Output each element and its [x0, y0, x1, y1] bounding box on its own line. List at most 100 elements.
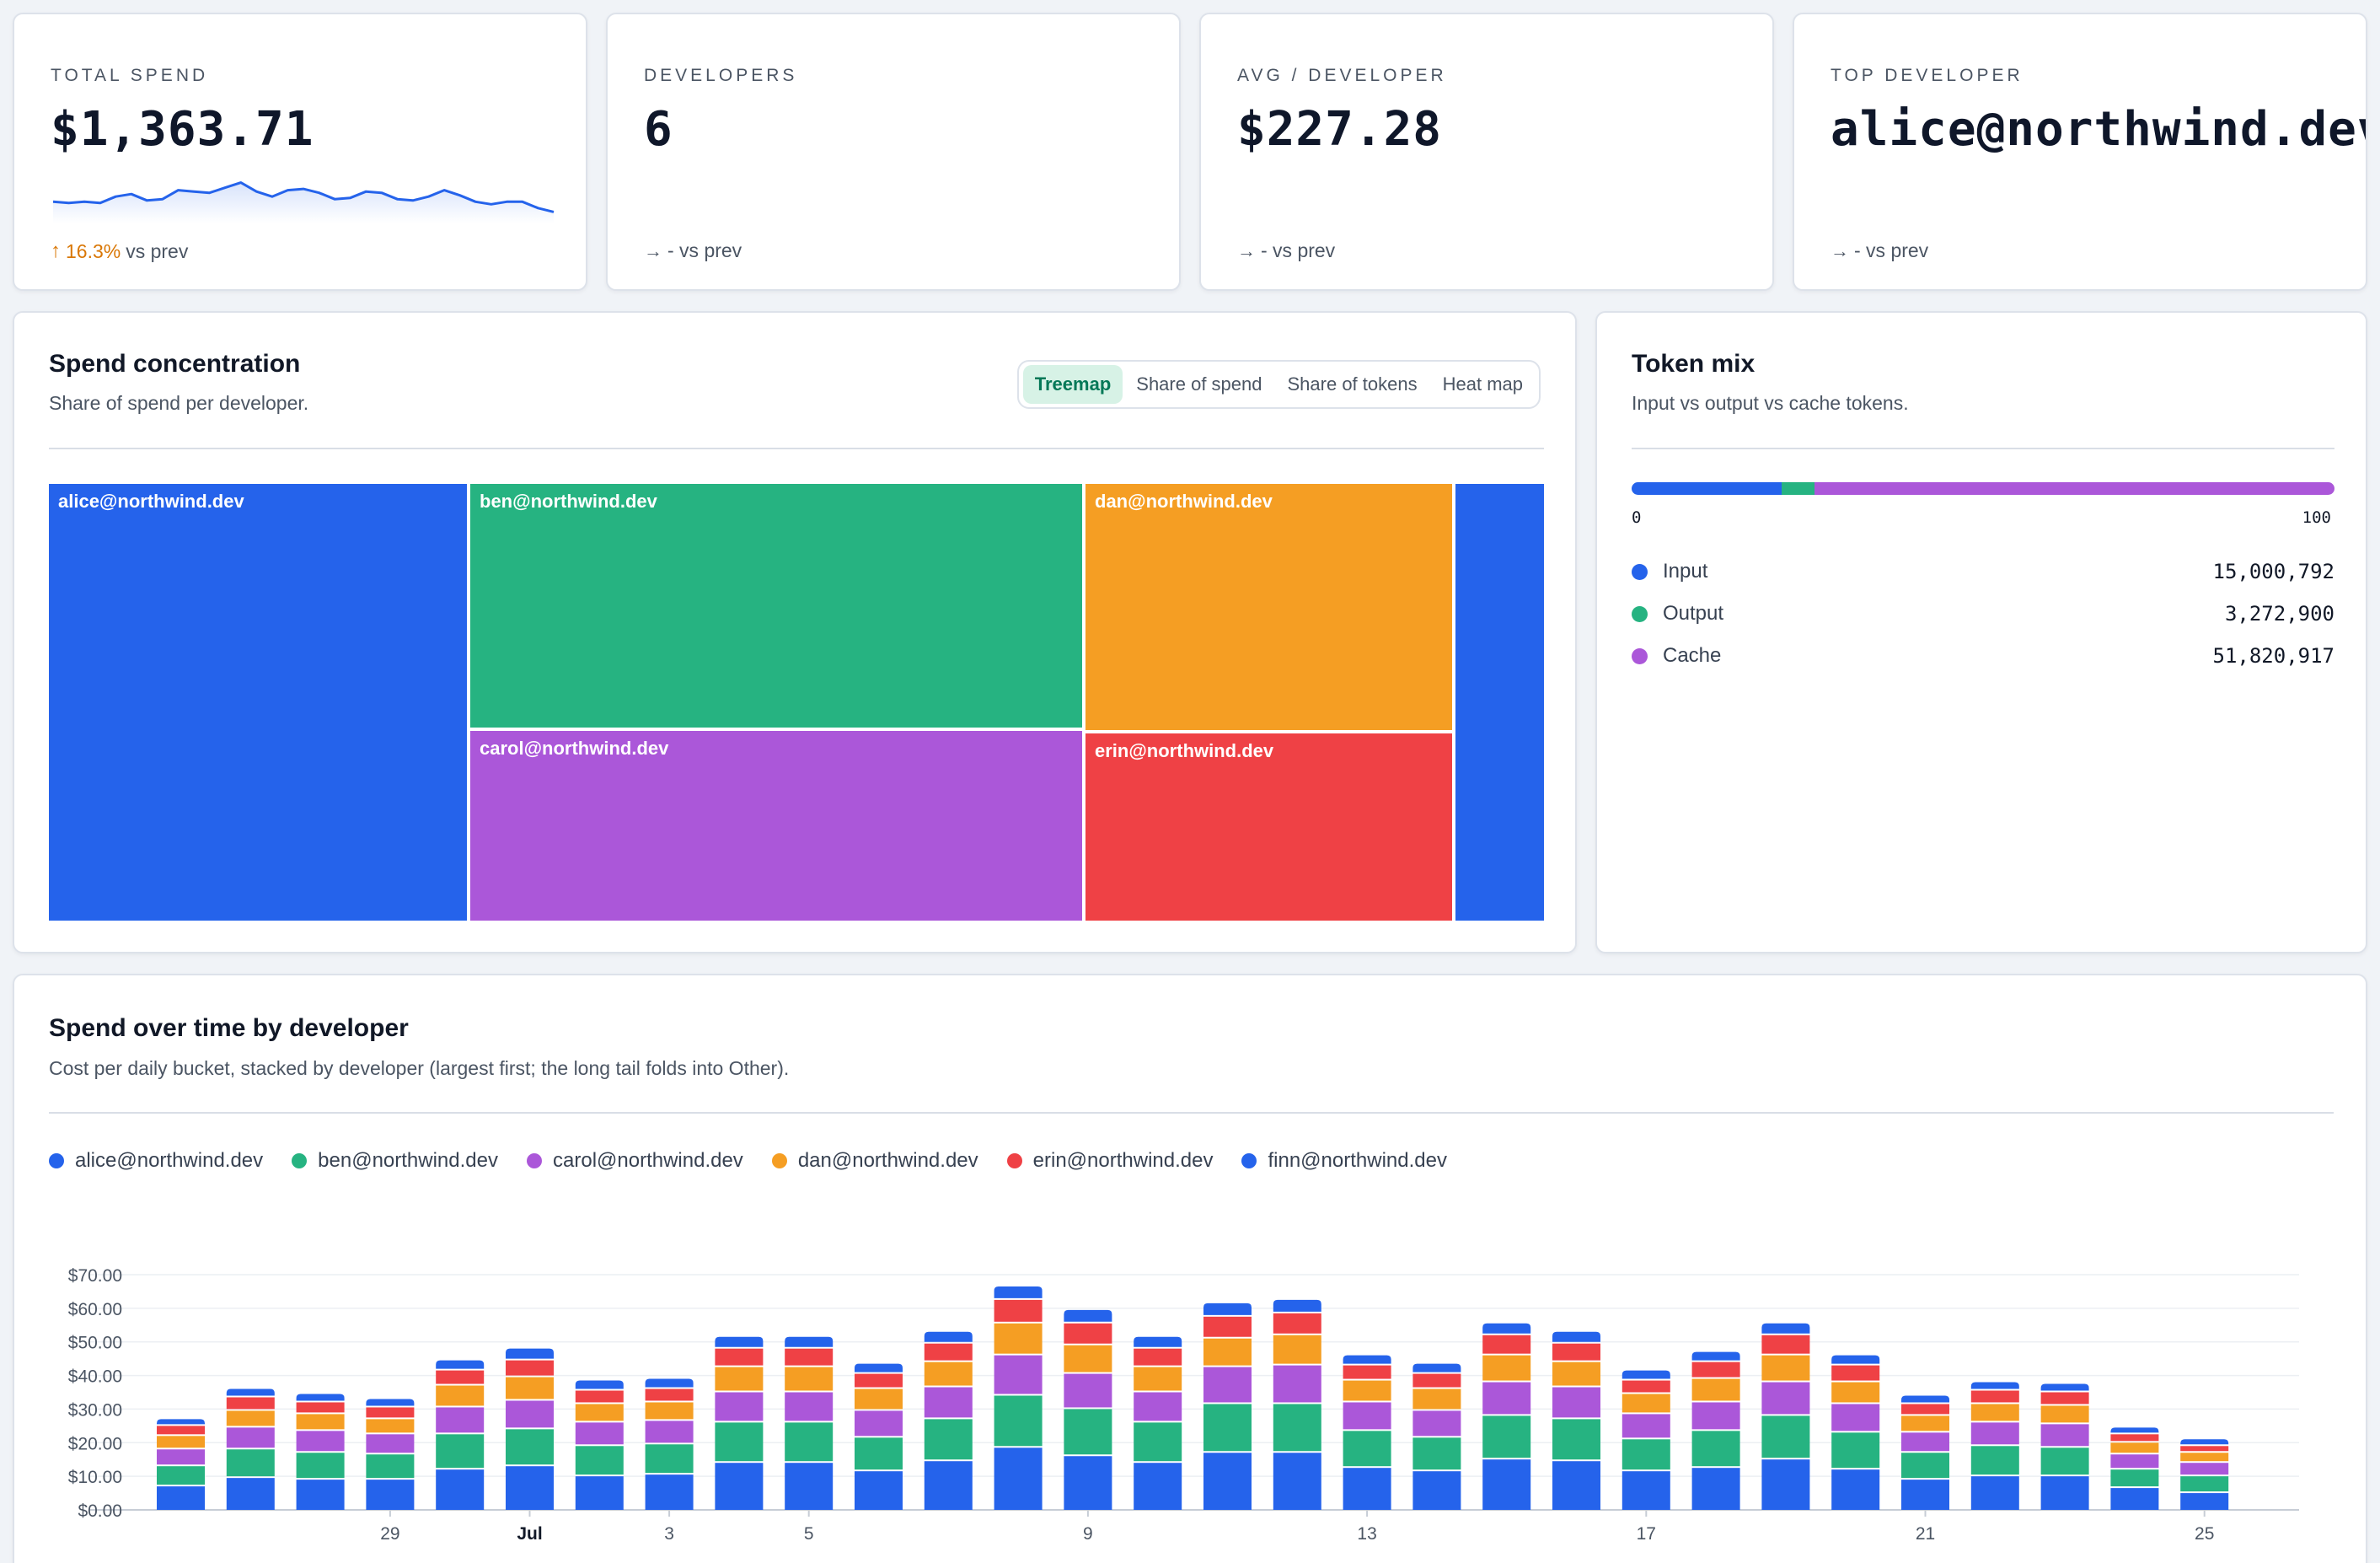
bar-segment — [1134, 1336, 1182, 1347]
bar-segment — [1691, 1402, 1740, 1430]
treemap-cell-erin[interactable]: erin@northwind.dev — [1085, 733, 1452, 921]
bar-segment — [1064, 1409, 1112, 1455]
bar-segment — [1970, 1476, 2019, 1510]
bar-segment — [924, 1331, 973, 1342]
tab-treemap[interactable]: Treemap — [1022, 365, 1123, 404]
bar-segment — [2040, 1405, 2089, 1423]
bar-segment — [715, 1392, 764, 1421]
bar-segment — [2040, 1383, 2089, 1391]
sparkline-area — [53, 182, 554, 223]
bar-segment — [157, 1466, 205, 1485]
bar-segment — [785, 1392, 834, 1421]
sparkline-chart — [52, 181, 555, 223]
bar-segment — [157, 1449, 205, 1465]
bar-segment — [2180, 1493, 2229, 1510]
legend-label: erin@northwind.dev — [1032, 1149, 1214, 1172]
legend-item-ben[interactable]: ben@northwind.dev — [292, 1149, 498, 1173]
bar-segment — [1552, 1387, 1600, 1418]
bar-segment — [366, 1399, 415, 1406]
x-tick-label: 13 — [1357, 1524, 1376, 1544]
bar-segment — [1134, 1422, 1182, 1462]
treemap-cell-finn[interactable] — [1455, 484, 1544, 921]
kpi-value: $227.28 — [1237, 102, 1443, 157]
bar-segment — [2180, 1463, 2229, 1475]
kpi-card-developers: DEVELOPERS 6 → - vs prev — [606, 13, 1181, 291]
legend-label: dan@northwind.dev — [797, 1149, 978, 1172]
kpi-delta-text: - vs prev — [667, 239, 742, 261]
bar-segment — [855, 1373, 903, 1388]
bar-segment — [1064, 1323, 1112, 1344]
legend-item-dan[interactable]: dan@northwind.dev — [771, 1149, 978, 1173]
bar-segment — [575, 1422, 624, 1445]
bar-segment — [436, 1469, 485, 1510]
bar-segment — [2040, 1392, 2089, 1405]
bar-segment — [1970, 1390, 2019, 1403]
treemap-cell-carol[interactable]: carol@northwind.dev — [470, 731, 1082, 921]
legend-item-alice[interactable]: alice@northwind.dev — [49, 1149, 263, 1173]
treemap-cell-ben[interactable]: ben@northwind.dev — [470, 484, 1082, 728]
y-tick-label: $60.00 — [68, 1300, 122, 1319]
bar-segment — [506, 1360, 554, 1376]
kpi-card-total-spend: TOTAL SPEND $1,363.71 ↑ 16.3% vs prev — [13, 13, 587, 291]
bar-segment — [1343, 1402, 1391, 1430]
treemap-cell-alice[interactable]: alice@northwind.dev — [49, 484, 467, 921]
bar-segment — [1343, 1468, 1391, 1510]
kpi-delta-text: vs prev — [126, 239, 189, 262]
bar-segment — [157, 1436, 205, 1448]
token-row-value: 51,820,917 — [2212, 644, 2335, 668]
bar-segment — [1273, 1299, 1321, 1312]
bar-segment — [645, 1474, 694, 1510]
token-mix-segment-input — [1632, 482, 1782, 495]
legend-dot — [1632, 647, 1648, 664]
bar-segment — [1761, 1415, 1810, 1458]
legend-item-erin[interactable]: erin@northwind.dev — [1006, 1149, 1214, 1173]
tab-heat-map[interactable]: Heat map — [1442, 373, 1523, 395]
legend-item-carol[interactable]: carol@northwind.dev — [527, 1149, 743, 1173]
panel-title: Spend over time by developer — [49, 1014, 409, 1042]
legend-item-finn[interactable]: finn@northwind.dev — [1241, 1149, 1447, 1173]
bar-segment — [1691, 1468, 1740, 1510]
bar-segment — [1273, 1313, 1321, 1334]
bar-segment — [226, 1478, 275, 1510]
token-row-name: Output — [1663, 602, 1724, 625]
bar-segment — [575, 1446, 624, 1475]
bar-segment — [1831, 1432, 1880, 1469]
tab-share-of-tokens[interactable]: Share of tokens — [1287, 373, 1418, 395]
bar-segment — [366, 1480, 415, 1510]
divider — [49, 448, 1544, 449]
bar-segment — [366, 1419, 415, 1433]
y-tick-label: $0.00 — [78, 1501, 122, 1521]
x-tick-label: 5 — [804, 1524, 814, 1544]
arrow-right-icon: → — [644, 239, 662, 261]
bar-segment — [855, 1388, 903, 1410]
y-tick-label: $50.00 — [68, 1334, 122, 1353]
bar-segment — [575, 1380, 624, 1389]
bar-segment — [1412, 1471, 1461, 1510]
bar-segment — [2180, 1446, 2229, 1452]
kpi-delta: ↑ 16.3% vs prev — [51, 239, 188, 263]
y-tick-label: $40.00 — [68, 1367, 122, 1387]
panel-subtitle: Input vs output vs cache tokens. — [1632, 392, 1909, 414]
divider — [1632, 448, 2334, 449]
token-row-output: Output 3,272,900 — [1632, 597, 2334, 631]
bar-segment — [924, 1387, 973, 1418]
bar-segment — [2180, 1453, 2229, 1462]
bar-segment — [1482, 1459, 1531, 1510]
legend-dot — [1632, 563, 1648, 580]
tab-share-of-spend[interactable]: Share of spend — [1136, 373, 1262, 395]
token-mix-segment-cache — [1814, 482, 2334, 495]
x-tick-label: Jul — [517, 1524, 542, 1544]
bar-segment — [1831, 1355, 1880, 1364]
bar-segment — [1482, 1415, 1531, 1458]
bar-segment — [1552, 1461, 1600, 1510]
treemap-cell-dan[interactable]: dan@northwind.dev — [1085, 484, 1452, 730]
bar-segment — [645, 1378, 694, 1388]
bar-segment — [2110, 1442, 2159, 1453]
kpi-delta: → - vs prev — [1237, 239, 1335, 262]
spend-over-time-panel: Spend over time by developer Cost per da… — [13, 974, 2367, 1563]
bar-segment — [226, 1410, 275, 1426]
bar-segment — [855, 1410, 903, 1437]
bar-segment — [1134, 1367, 1182, 1391]
kpi-delta-text: - vs prev — [1854, 239, 1929, 261]
bar-segment — [1064, 1345, 1112, 1372]
